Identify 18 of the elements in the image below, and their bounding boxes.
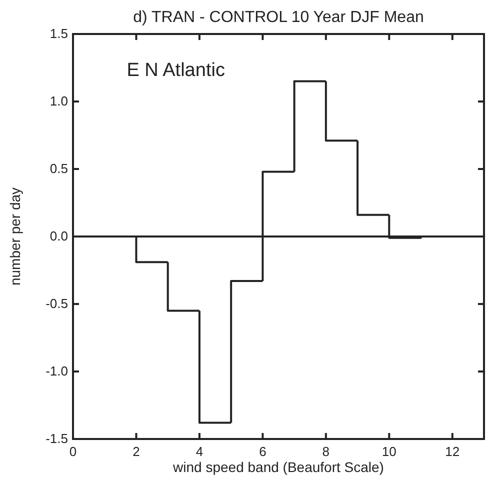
x-tick-label: 10 (382, 444, 396, 459)
y-tick-label: 1.5 (50, 26, 68, 41)
y-axis-title: number per day (7, 187, 23, 286)
x-tick-label: 12 (445, 444, 460, 459)
x-tick-label: 6 (259, 444, 266, 459)
y-tick-label: 0.5 (50, 161, 68, 176)
y-tick-label: -1.5 (46, 431, 68, 446)
chart-title: d) TRAN - CONTROL 10 Year DJF Mean (133, 9, 424, 26)
x-tick-label: 2 (132, 444, 140, 459)
annotation: E N Atlantic (126, 60, 225, 81)
x-tick-label: 0 (69, 444, 77, 459)
x-axis-title: wind speed band (Beaufort Scale) (172, 459, 384, 475)
y-tick-label: 1.0 (50, 94, 68, 108)
y-tick-label: -0.5 (46, 296, 68, 311)
x-tick-label: 8 (322, 444, 330, 459)
y-tick-label: 0.0 (50, 228, 68, 244)
x-tick-label: 4 (196, 444, 204, 459)
y-tick-label: -1.0 (46, 364, 68, 378)
